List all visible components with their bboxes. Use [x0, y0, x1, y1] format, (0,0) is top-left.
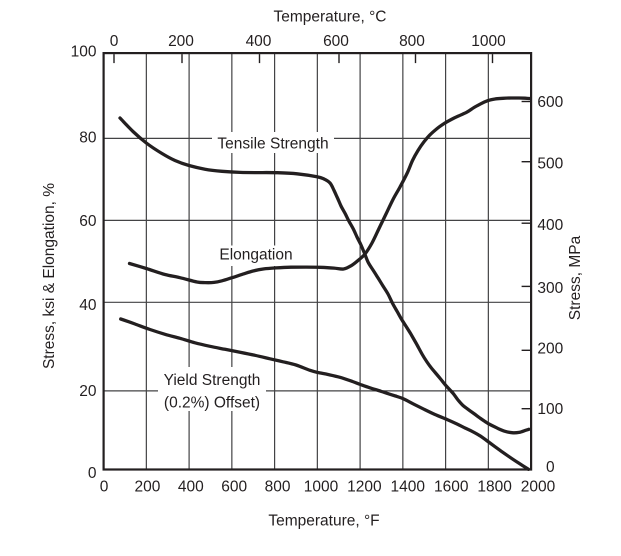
svg-text:800: 800 [399, 33, 425, 50]
svg-text:500: 500 [537, 156, 563, 173]
svg-text:100: 100 [71, 43, 97, 60]
svg-text:0: 0 [88, 465, 97, 482]
svg-text:1800: 1800 [477, 479, 512, 496]
svg-text:0: 0 [546, 459, 555, 476]
svg-text:Temperature, °F: Temperature, °F [268, 513, 379, 530]
svg-text:400: 400 [246, 33, 272, 50]
svg-text:600: 600 [323, 33, 349, 50]
svg-text:Stress, ksi & Elongation, %: Stress, ksi & Elongation, % [41, 183, 58, 369]
svg-text:600: 600 [221, 479, 247, 496]
svg-text:400: 400 [537, 217, 563, 234]
svg-text:80: 80 [79, 130, 97, 147]
svg-text:Yield Strength: Yield Strength [164, 372, 261, 389]
svg-text:600: 600 [537, 94, 563, 111]
svg-text:1600: 1600 [434, 479, 469, 496]
svg-text:Tensile Strength: Tensile Strength [217, 136, 328, 153]
svg-text:40: 40 [79, 297, 97, 314]
svg-text:0: 0 [100, 479, 109, 496]
svg-text:300: 300 [537, 280, 563, 297]
svg-text:Temperature, °C: Temperature, °C [273, 9, 386, 26]
svg-text:1000: 1000 [471, 33, 506, 50]
svg-text:800: 800 [265, 479, 291, 496]
svg-text:2000: 2000 [521, 479, 556, 496]
svg-text:0: 0 [110, 33, 119, 50]
svg-text:1400: 1400 [391, 479, 426, 496]
svg-text:20: 20 [79, 383, 97, 400]
svg-text:(0.2%) Offset): (0.2%) Offset) [164, 394, 260, 411]
svg-text:60: 60 [79, 213, 97, 230]
svg-text:100: 100 [537, 401, 563, 418]
svg-text:400: 400 [178, 479, 204, 496]
svg-text:Stress, MPa: Stress, MPa [567, 235, 584, 320]
svg-text:200: 200 [134, 479, 160, 496]
svg-text:200: 200 [168, 33, 194, 50]
svg-text:1200: 1200 [347, 479, 382, 496]
svg-text:Elongation: Elongation [219, 246, 292, 263]
svg-text:200: 200 [537, 341, 563, 358]
svg-text:1000: 1000 [304, 479, 339, 496]
